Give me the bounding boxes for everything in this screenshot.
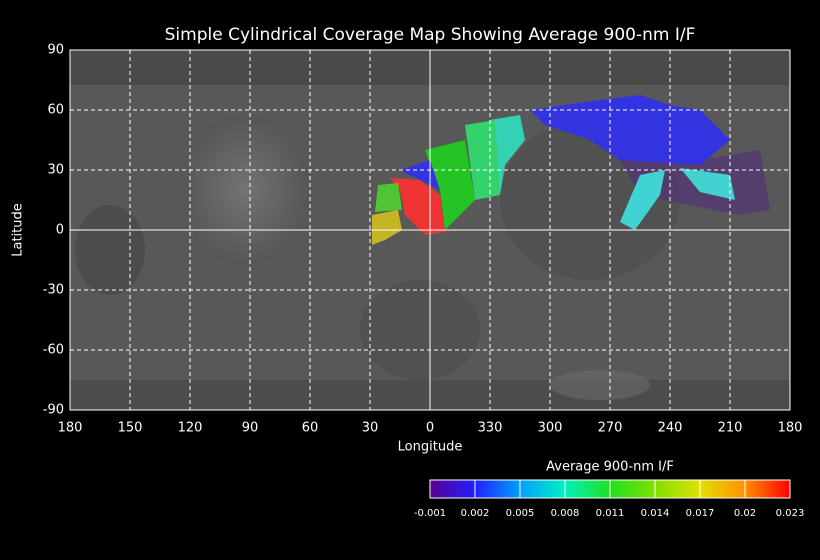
x-axis-label: Longitude xyxy=(398,440,463,455)
x-tick-label: 150 xyxy=(118,421,143,436)
y-tick-label: 90 xyxy=(47,43,64,58)
colorbar-tick-label: 0.011 xyxy=(596,508,625,519)
y-axis-label: Latitude xyxy=(11,203,26,257)
x-tick-label: 120 xyxy=(178,421,203,436)
x-tick-label: 90 xyxy=(242,421,259,436)
x-tick-label: 240 xyxy=(658,421,683,436)
x-tick-label: 330 xyxy=(478,421,503,436)
colorbar-tick-label: 0.02 xyxy=(734,508,756,519)
colorbar-tick-label: 0.005 xyxy=(506,508,535,519)
x-tick-label: 180 xyxy=(778,421,803,436)
y-tick-label: -90 xyxy=(43,403,64,418)
x-tick-label: 60 xyxy=(302,421,319,436)
x-tick-label: 300 xyxy=(538,421,563,436)
coverage xyxy=(372,95,770,245)
colorbar-label: Average 900-nm I/F xyxy=(546,460,674,475)
y-tick-label: 60 xyxy=(47,103,64,118)
colorbar-tick-label: 0.023 xyxy=(776,508,805,519)
y-tick-label: -60 xyxy=(43,343,64,358)
x-tick-label: 180 xyxy=(58,421,83,436)
y-tick-label: 30 xyxy=(47,163,64,178)
y-tick-label: -30 xyxy=(43,283,64,298)
colorbar-tick-label: 0.014 xyxy=(641,508,670,519)
x-tick-label: 30 xyxy=(362,421,379,436)
x-tick-label: 0 xyxy=(426,421,434,436)
x-tick-label: 210 xyxy=(718,421,743,436)
colorbar-tick-label: 0.002 xyxy=(461,508,490,519)
y-tick-label: 0 xyxy=(56,223,64,238)
colorbar-tick-label: -0.001 xyxy=(414,508,446,519)
colorbar-tick-label: 0.017 xyxy=(686,508,715,519)
colorbar-tick-label: 0.008 xyxy=(551,508,580,519)
chart-title: Simple Cylindrical Coverage Map Showing … xyxy=(165,25,696,45)
x-tick-label: 270 xyxy=(598,421,623,436)
